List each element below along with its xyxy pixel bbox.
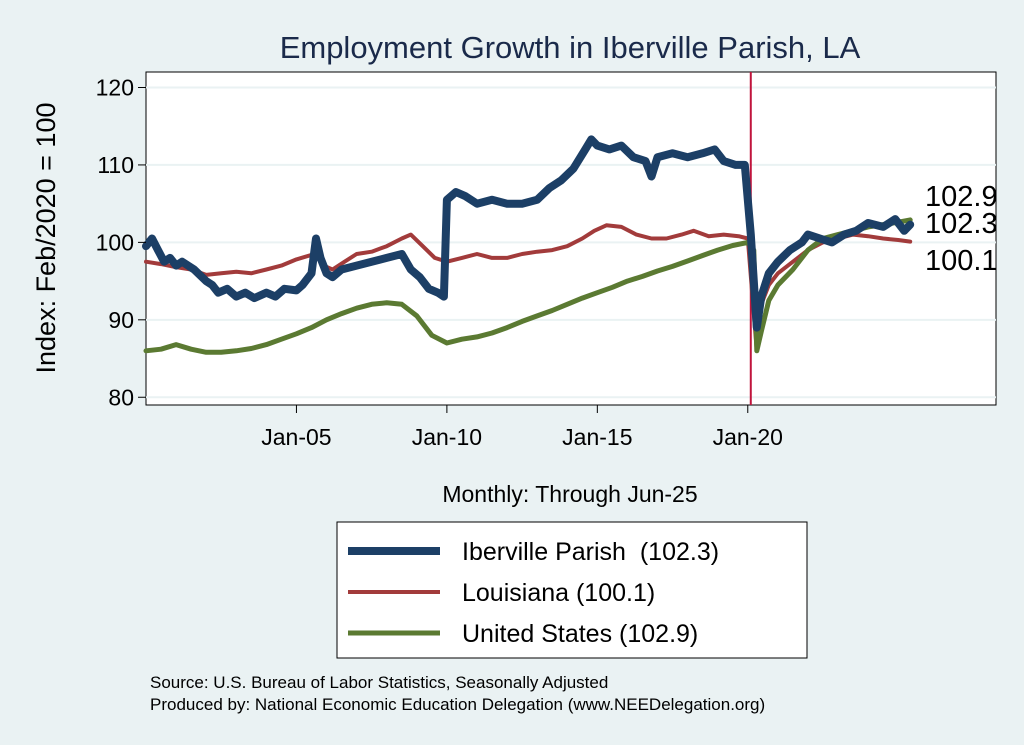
x-tick-label-Jan-15: Jan-15 bbox=[562, 424, 632, 450]
end-label-iberville: 102.3 bbox=[925, 208, 998, 240]
plot-area bbox=[145, 71, 997, 406]
y-tick-label-100: 100 bbox=[96, 229, 134, 255]
series-lines bbox=[142, 135, 915, 355]
x-axis-label: Monthly: Through Jun-25 bbox=[442, 481, 697, 507]
series-line-louisiana bbox=[144, 223, 913, 353]
legend-label-us: United States (102.9) bbox=[462, 620, 698, 648]
x-axis: Jan-05 Jan-10 Jan-15 Jan-20 bbox=[261, 405, 783, 450]
y-tick-label-80: 80 bbox=[108, 384, 134, 410]
x-tick-label-Jan-20: Jan-20 bbox=[713, 424, 783, 450]
y-axis: 80 90 100 110 120 bbox=[96, 74, 146, 410]
y-tick-label-120: 120 bbox=[96, 74, 134, 100]
x-tick-label-Jan-10: Jan-10 bbox=[412, 424, 482, 450]
y-tick-label-90: 90 bbox=[108, 307, 134, 333]
legend-label-louisiana: Louisiana (100.1) bbox=[462, 579, 655, 607]
chart-title: Employment Growth in Iberville Parish, L… bbox=[280, 30, 861, 65]
end-label-louisiana: 100.1 bbox=[925, 245, 998, 277]
produced-note: Produced by: National Economic Education… bbox=[150, 695, 765, 714]
legend: Iberville Parish (102.3) Louisiana (100.… bbox=[336, 521, 808, 659]
end-label-us: 102.9 bbox=[925, 181, 998, 213]
legend-label-iberville: Iberville Parish (102.3) bbox=[462, 538, 719, 566]
series-line-iberville bbox=[142, 135, 915, 332]
x-tick-label-Jan-05: Jan-05 bbox=[261, 424, 331, 450]
y-tick-label-110: 110 bbox=[97, 152, 134, 178]
y-axis-label: Index: Feb/2020 = 100 bbox=[31, 103, 61, 374]
series-line-united-states bbox=[143, 217, 913, 355]
source-note: Source: U.S. Bureau of Labor Statistics,… bbox=[150, 673, 608, 692]
